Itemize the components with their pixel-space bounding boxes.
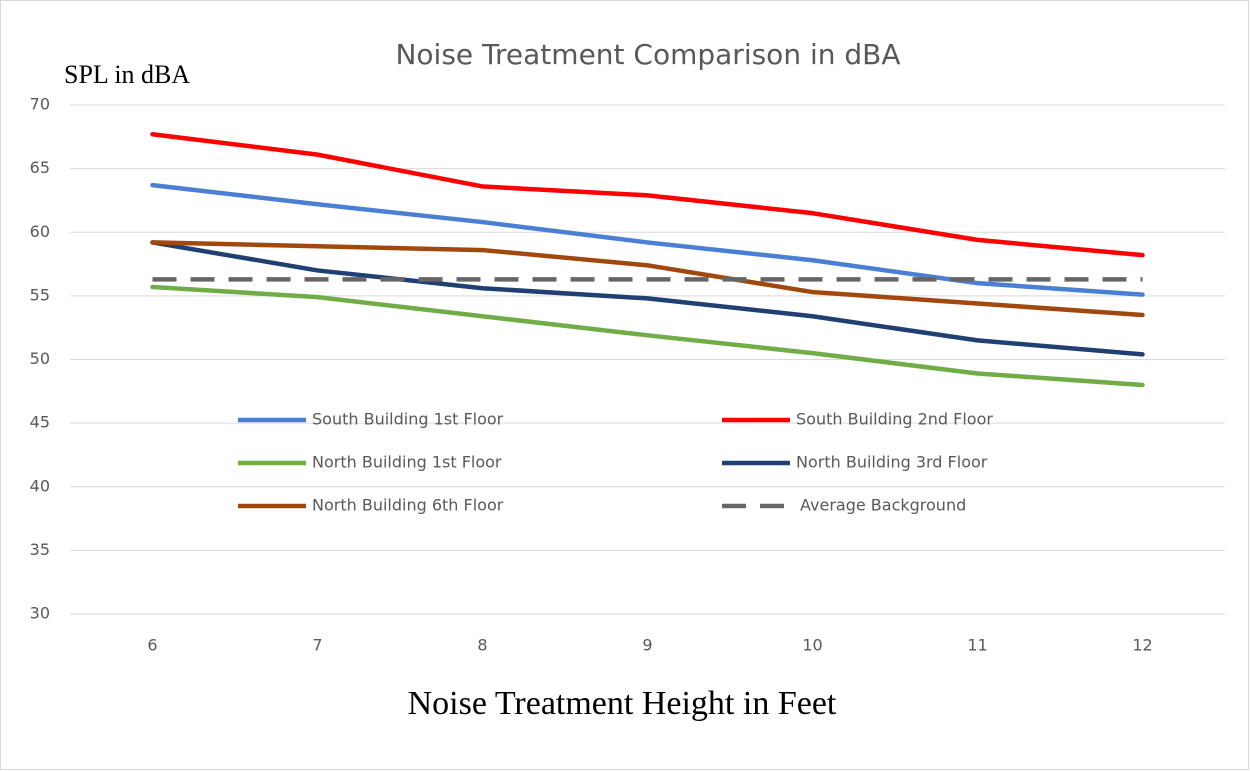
y-tick-label: 50 [30, 349, 50, 368]
y-tick-label: 45 [30, 413, 50, 432]
data-line [150, 240, 1145, 357]
data-line [150, 284, 1145, 388]
x-tick-label: 11 [967, 636, 987, 655]
x-tick-label: 12 [1132, 636, 1152, 655]
data-line [150, 132, 1145, 258]
x-tick-label: 10 [802, 636, 822, 655]
chart-title: Noise Treatment Comparison in dBA [395, 38, 900, 71]
legend-label: North Building 1st Floor [312, 453, 502, 472]
data-line [150, 240, 1145, 318]
y-tick-label: 60 [30, 222, 50, 241]
data-line [150, 182, 1145, 297]
y-tick-label: 40 [30, 476, 50, 495]
legend-label: South Building 1st Floor [312, 410, 504, 429]
x-tick-label: 7 [312, 636, 322, 655]
legend-label: South Building 2nd Floor [796, 410, 993, 429]
y-tick-label: 65 [30, 158, 50, 177]
x-tick-label: 9 [642, 636, 652, 655]
y-axis-label: SPL in dBA [64, 60, 190, 89]
y-tick-label: 30 [30, 604, 50, 623]
legend-label: North Building 6th Floor [312, 496, 504, 515]
legend-label: Average Background [800, 496, 966, 515]
legend-label: North Building 3rd Floor [796, 453, 988, 472]
x-axis-label: Noise Treatment Height in Feet [408, 685, 837, 722]
y-tick-label: 35 [30, 540, 50, 559]
y-tick-label: 70 [30, 95, 50, 114]
y-tick-label: 55 [30, 285, 50, 304]
x-tick-label: 8 [477, 636, 487, 655]
x-tick-label: 6 [147, 636, 157, 655]
